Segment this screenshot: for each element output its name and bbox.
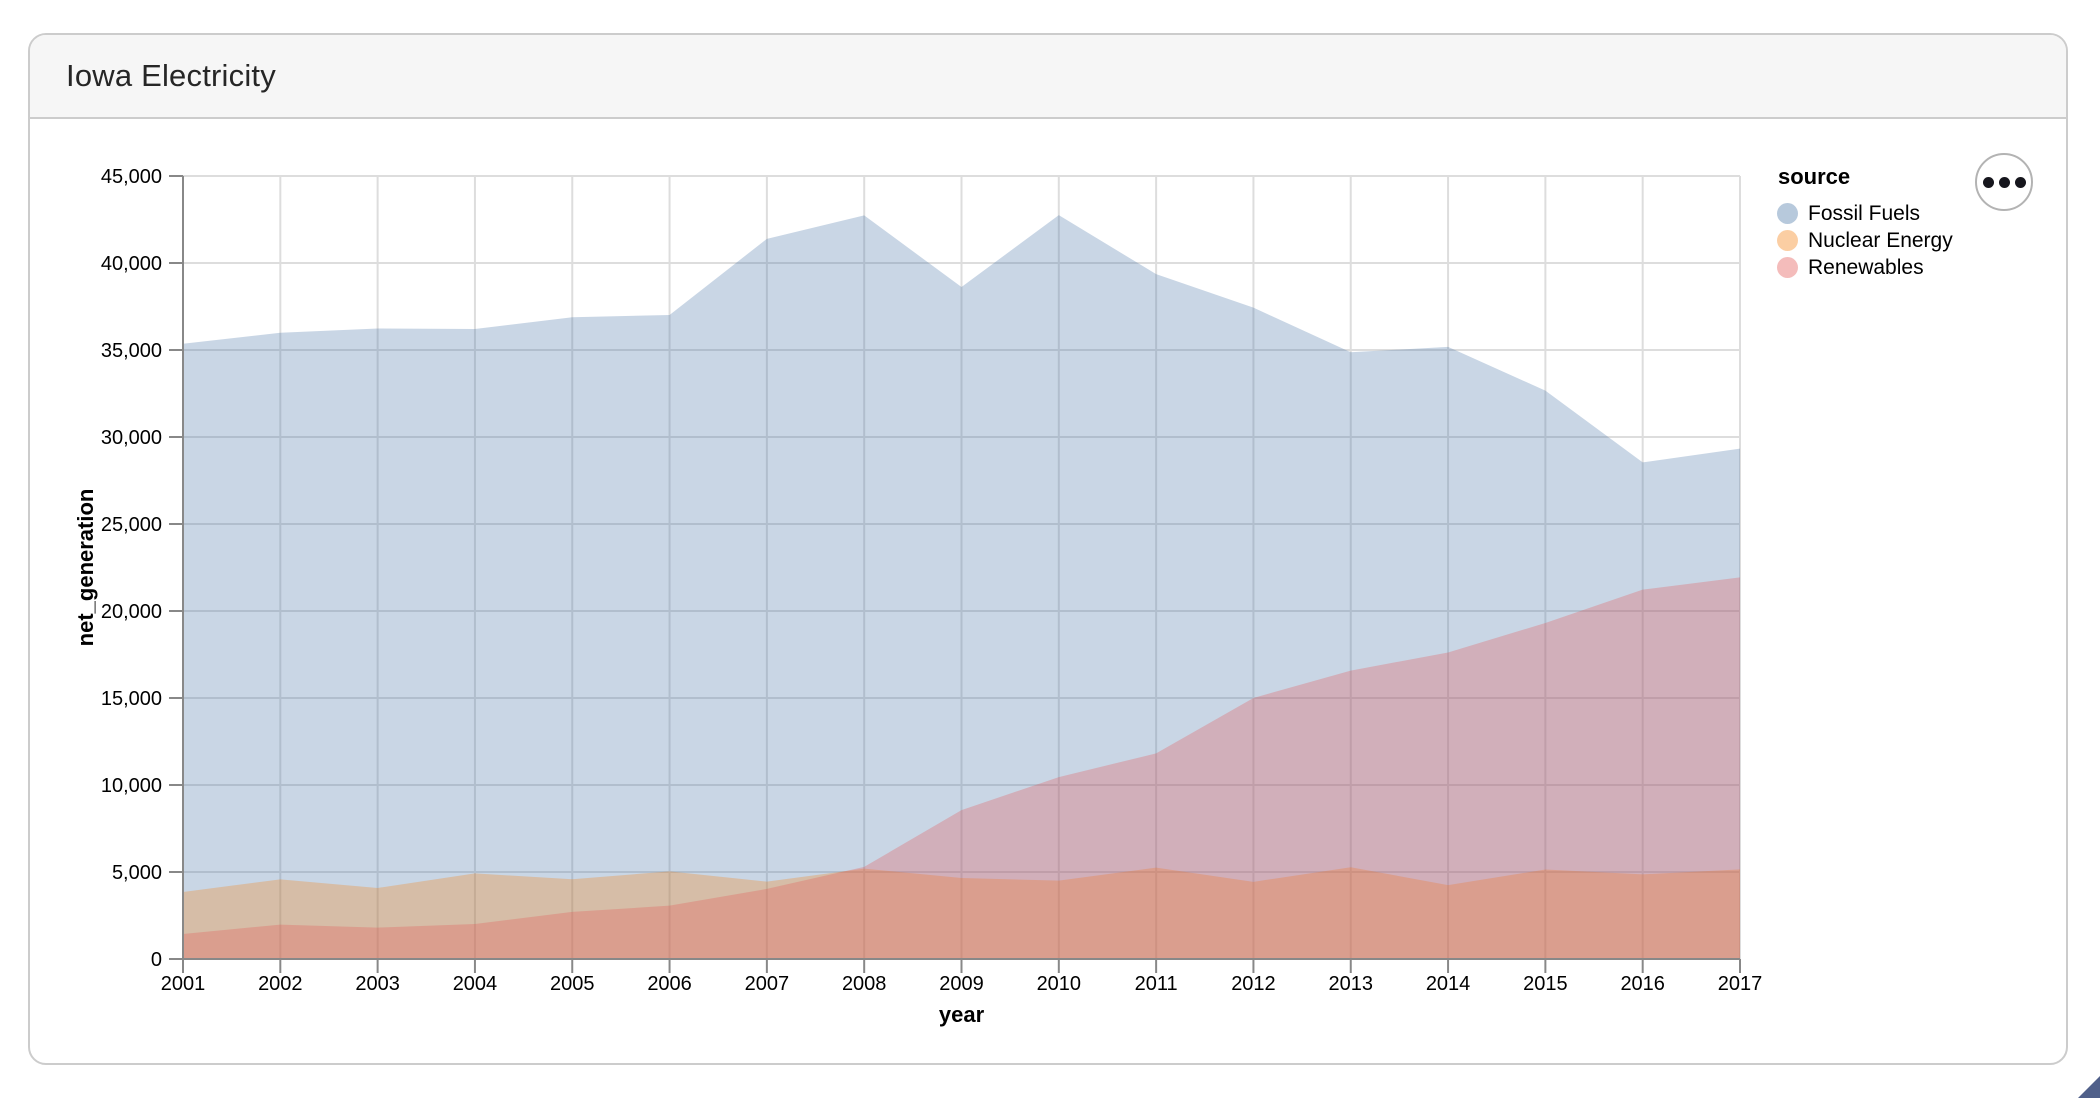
legend-items: Fossil Fuels Nuclear Energy Renewables (1777, 200, 1953, 281)
chart-card: Iowa Electricity (28, 33, 2068, 1065)
legend-swatch-renewables (1777, 257, 1798, 278)
legend-label: Fossil Fuels (1808, 201, 1921, 225)
card-header: Iowa Electricity (30, 35, 2066, 119)
ellipsis-icon (1998, 176, 2010, 188)
legend-swatch-fossil-fuels (1777, 203, 1798, 224)
page-title: Iowa Electricity (66, 58, 276, 93)
ellipsis-icon (2014, 176, 2026, 188)
legend-item-renewables: Renewables (1777, 254, 1953, 281)
legend-item-fossil-fuels: Fossil Fuels (1777, 200, 1953, 227)
chart-actions-button[interactable] (1975, 153, 2033, 211)
legend-swatch-nuclear-energy (1777, 230, 1798, 251)
legend-title: source (1778, 164, 1851, 189)
resize-corner-icon (2078, 1076, 2100, 1098)
legend: source Fossil Fuels Nuclear Energy Renewab… (1777, 164, 1953, 281)
legend-label: Renewables (1808, 255, 1924, 279)
ellipsis-icon (1982, 176, 1994, 188)
legend-label: Nuclear Energy (1808, 228, 1953, 252)
legend-item-nuclear-energy: Nuclear Energy (1777, 227, 1953, 254)
